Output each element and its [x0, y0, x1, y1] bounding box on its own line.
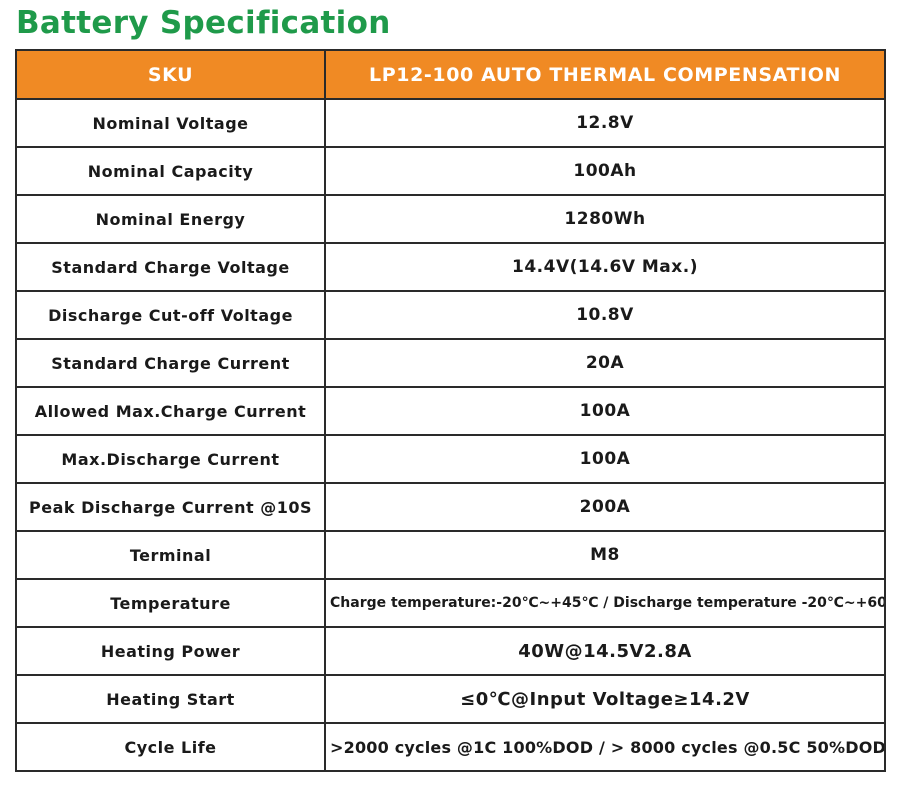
table-row: Heating Start ≤0℃@Input Voltage≥14.2V	[15, 674, 886, 724]
row-label: Nominal Voltage	[15, 98, 326, 148]
table-row: Standard Charge Current 20A	[15, 338, 886, 388]
row-label: Max.Discharge Current	[15, 434, 326, 484]
row-value: 40W@14.5V2.8A	[324, 626, 886, 676]
row-label: Allowed Max.Charge Current	[15, 386, 326, 436]
table-row: Terminal M8	[15, 530, 886, 580]
row-label: Heating Start	[15, 674, 326, 724]
row-value: 1280Wh	[324, 194, 886, 244]
row-value: 100Ah	[324, 146, 886, 196]
row-value: 12.8V	[324, 98, 886, 148]
table-row: Cycle Life >2000 cycles @1C 100%DOD / > …	[15, 722, 886, 772]
row-label: Standard Charge Voltage	[15, 242, 326, 292]
row-value: 20A	[324, 338, 886, 388]
row-label: Nominal Energy	[15, 194, 326, 244]
row-label: Peak Discharge Current @10S	[15, 482, 326, 532]
row-value: 10.8V	[324, 290, 886, 340]
table-row: Nominal Energy 1280Wh	[15, 194, 886, 244]
row-value: 100A	[324, 386, 886, 436]
table-row: Heating Power 40W@14.5V2.8A	[15, 626, 886, 676]
row-value: 14.4V(14.6V Max.)	[324, 242, 886, 292]
row-value: Charge temperature:-20℃~+45℃ / Discharge…	[324, 578, 886, 628]
row-label: Temperature	[15, 578, 326, 628]
row-value: 100A	[324, 434, 886, 484]
table-row: Temperature Charge temperature:-20℃~+45℃…	[15, 578, 886, 628]
row-label: Discharge Cut-off Voltage	[15, 290, 326, 340]
table-row: Discharge Cut-off Voltage 10.8V	[15, 290, 886, 340]
header-value-cell: LP12-100 AUTO THERMAL COMPENSATION	[324, 49, 886, 100]
table-row: Allowed Max.Charge Current 100A	[15, 386, 886, 436]
table-row: Nominal Voltage 12.8V	[15, 98, 886, 148]
page-title: Battery Specification	[16, 5, 391, 41]
table-header-row: SKU LP12-100 AUTO THERMAL COMPENSATION	[15, 49, 886, 100]
row-label: Terminal	[15, 530, 326, 580]
header-label-cell: SKU	[15, 49, 326, 100]
table-row: Standard Charge Voltage 14.4V(14.6V Max.…	[15, 242, 886, 292]
row-label: Heating Power	[15, 626, 326, 676]
row-value: >2000 cycles @1C 100%DOD / > 8000 cycles…	[324, 722, 886, 772]
row-label: Cycle Life	[15, 722, 326, 772]
table-row: Max.Discharge Current 100A	[15, 434, 886, 484]
row-value: ≤0℃@Input Voltage≥14.2V	[324, 674, 886, 724]
table-row: Nominal Capacity 100Ah	[15, 146, 886, 196]
row-label: Nominal Capacity	[15, 146, 326, 196]
row-label: Standard Charge Current	[15, 338, 326, 388]
table-row: Peak Discharge Current @10S 200A	[15, 482, 886, 532]
row-value: 200A	[324, 482, 886, 532]
specification-table: SKU LP12-100 AUTO THERMAL COMPENSATION N…	[15, 49, 886, 772]
row-value: M8	[324, 530, 886, 580]
